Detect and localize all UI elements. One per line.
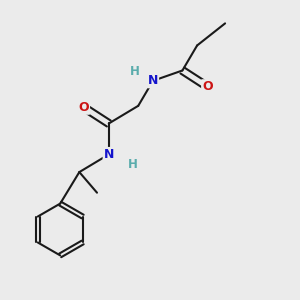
Text: N: N [148,74,158,87]
Text: N: N [103,148,114,161]
Text: H: H [130,65,140,79]
Text: O: O [78,101,89,114]
Text: H: H [128,158,137,171]
Text: O: O [202,80,213,93]
